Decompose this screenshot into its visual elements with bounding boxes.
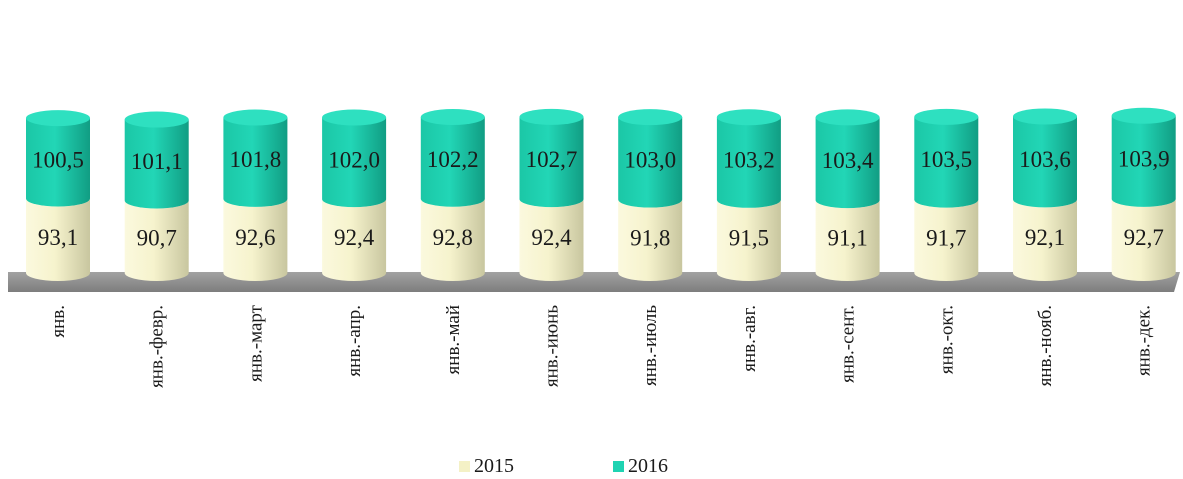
x-tick-label-10: янв.-нояб.	[1035, 305, 1056, 386]
bar-cap-2	[223, 109, 288, 126]
x-tick-label-5: янв.-июнь	[542, 305, 563, 387]
bar-cap-8	[815, 109, 880, 126]
legend-label-2015: 2015	[474, 455, 514, 477]
x-tick-label-6: янв.-июль	[640, 305, 661, 386]
bar-cap-0	[26, 110, 90, 127]
legend-swatch-2015	[459, 461, 470, 472]
bar-2016-2	[223, 117, 288, 207]
bar-2016-10	[1013, 116, 1077, 208]
bar-2015-4	[420, 198, 485, 281]
bar-2016-9	[914, 116, 979, 208]
data-label-2016-4: 102,2	[427, 147, 479, 172]
data-label-2015-5: 92,4	[531, 225, 572, 250]
bar-cap-6	[618, 109, 683, 126]
data-label-2016-6: 103,0	[624, 147, 676, 172]
bar-cap-4	[420, 109, 485, 125]
x-tick-label-0: янв.	[48, 305, 69, 338]
x-tick-label-9: янв.-окт.	[936, 305, 957, 374]
data-label-2016-2: 101,8	[230, 147, 282, 172]
bar-2015-11	[1111, 198, 1176, 281]
bar-2015-2	[223, 198, 288, 281]
data-label-2015-6: 91,8	[630, 225, 670, 250]
x-tick-label-8: янв.-сент.	[838, 305, 859, 383]
bar-2016-1	[124, 119, 189, 209]
data-label-2015-3: 92,4	[334, 225, 375, 250]
data-label-2016-1: 101,1	[131, 149, 183, 174]
data-label-2015-7: 91,5	[729, 225, 769, 250]
bar-2016-11	[1111, 115, 1176, 207]
bar-2015-6	[618, 199, 683, 281]
bar-cap-7	[716, 109, 781, 126]
data-label-2015-10: 92,1	[1025, 225, 1065, 250]
data-label-2016-5: 102,7	[526, 147, 578, 172]
x-tick-label-1: янв.-февр.	[147, 305, 168, 388]
x-tick-label-3: янв.-апр.	[344, 305, 365, 377]
bar-cap-3	[322, 109, 387, 126]
bar-2016-3	[322, 117, 387, 208]
bar-2016-5	[519, 116, 584, 208]
data-label-2015-0: 93,1	[38, 225, 78, 250]
data-label-2016-3: 102,0	[328, 147, 380, 172]
bar-2015-7	[716, 199, 781, 281]
bar-2015-3	[322, 199, 387, 281]
bar-2016-0	[26, 118, 90, 207]
x-tick-label-2: янв.-март	[245, 304, 266, 382]
bar-cap-1	[124, 111, 189, 128]
data-label-2015-1: 90,7	[137, 226, 177, 251]
data-label-2015-8: 91,1	[827, 226, 867, 251]
bar-2016-6	[618, 117, 683, 208]
data-label-2016-11: 103,9	[1118, 146, 1170, 171]
bar-cap-9	[914, 108, 979, 125]
bar-2016-4	[420, 117, 485, 207]
data-label-2016-0: 100,5	[32, 147, 84, 172]
bar-2016-7	[716, 117, 781, 208]
data-label-2015-2: 92,6	[235, 225, 275, 250]
data-label-2016-7: 103,2	[723, 148, 775, 173]
bar-2015-0	[26, 198, 90, 281]
bar-2015-1	[124, 200, 189, 281]
bar-cap-11	[1111, 107, 1176, 124]
data-label-2016-8: 103,4	[822, 148, 874, 173]
bar-2015-10	[1013, 199, 1077, 281]
x-tick-label-4: янв.-май	[443, 305, 464, 374]
x-tick-label-11: янв.-дек.	[1134, 305, 1155, 376]
x-tick-label-7: янв.-авг.	[739, 305, 760, 372]
bar-cap-5	[519, 108, 584, 125]
data-label-2016-9: 103,5	[920, 147, 972, 172]
data-label-2015-4: 92,8	[433, 225, 473, 250]
bar-cap-10	[1013, 108, 1077, 125]
bar-2015-5	[519, 199, 584, 281]
bar-2016-8	[815, 117, 880, 209]
bar-2015-9	[914, 199, 979, 281]
data-label-2016-10: 103,6	[1019, 147, 1071, 172]
data-label-2015-11: 92,7	[1124, 225, 1164, 250]
chart-floor	[8, 272, 1180, 292]
legend-label-2016: 2016	[628, 455, 668, 477]
legend-swatch-2016	[613, 461, 624, 472]
data-label-2015-9: 91,7	[926, 225, 966, 250]
bar-2015-8	[815, 200, 880, 281]
